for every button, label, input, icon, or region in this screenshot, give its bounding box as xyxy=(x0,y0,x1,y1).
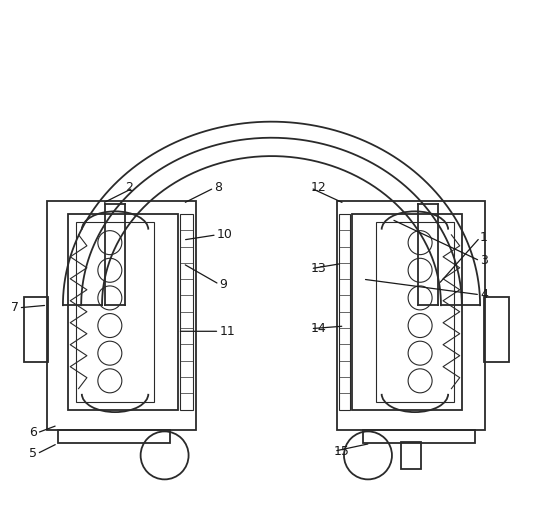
Bar xyxy=(47,201,196,431)
Text: 13: 13 xyxy=(311,262,326,275)
Text: 9: 9 xyxy=(219,278,227,291)
Bar xyxy=(58,431,170,443)
Bar xyxy=(24,297,48,362)
Text: 6: 6 xyxy=(29,426,37,440)
Text: 2: 2 xyxy=(125,181,134,194)
Text: 1: 1 xyxy=(480,231,488,244)
Text: 7: 7 xyxy=(11,301,18,314)
Bar xyxy=(68,214,178,409)
Bar xyxy=(376,222,454,402)
Bar xyxy=(76,222,154,402)
Text: 14: 14 xyxy=(311,322,326,335)
Text: 10: 10 xyxy=(217,228,232,241)
Text: 5: 5 xyxy=(29,447,37,460)
Bar xyxy=(352,214,462,409)
Bar xyxy=(339,214,350,409)
Bar xyxy=(401,442,421,470)
Text: 8: 8 xyxy=(214,181,222,194)
Text: 4: 4 xyxy=(480,288,488,301)
Text: 12: 12 xyxy=(311,181,326,194)
Bar xyxy=(363,431,475,443)
Text: 3: 3 xyxy=(480,255,488,267)
Bar xyxy=(180,214,193,409)
Text: 15: 15 xyxy=(334,445,350,458)
Bar xyxy=(484,297,509,362)
Text: 11: 11 xyxy=(219,325,235,338)
Bar xyxy=(337,201,485,431)
